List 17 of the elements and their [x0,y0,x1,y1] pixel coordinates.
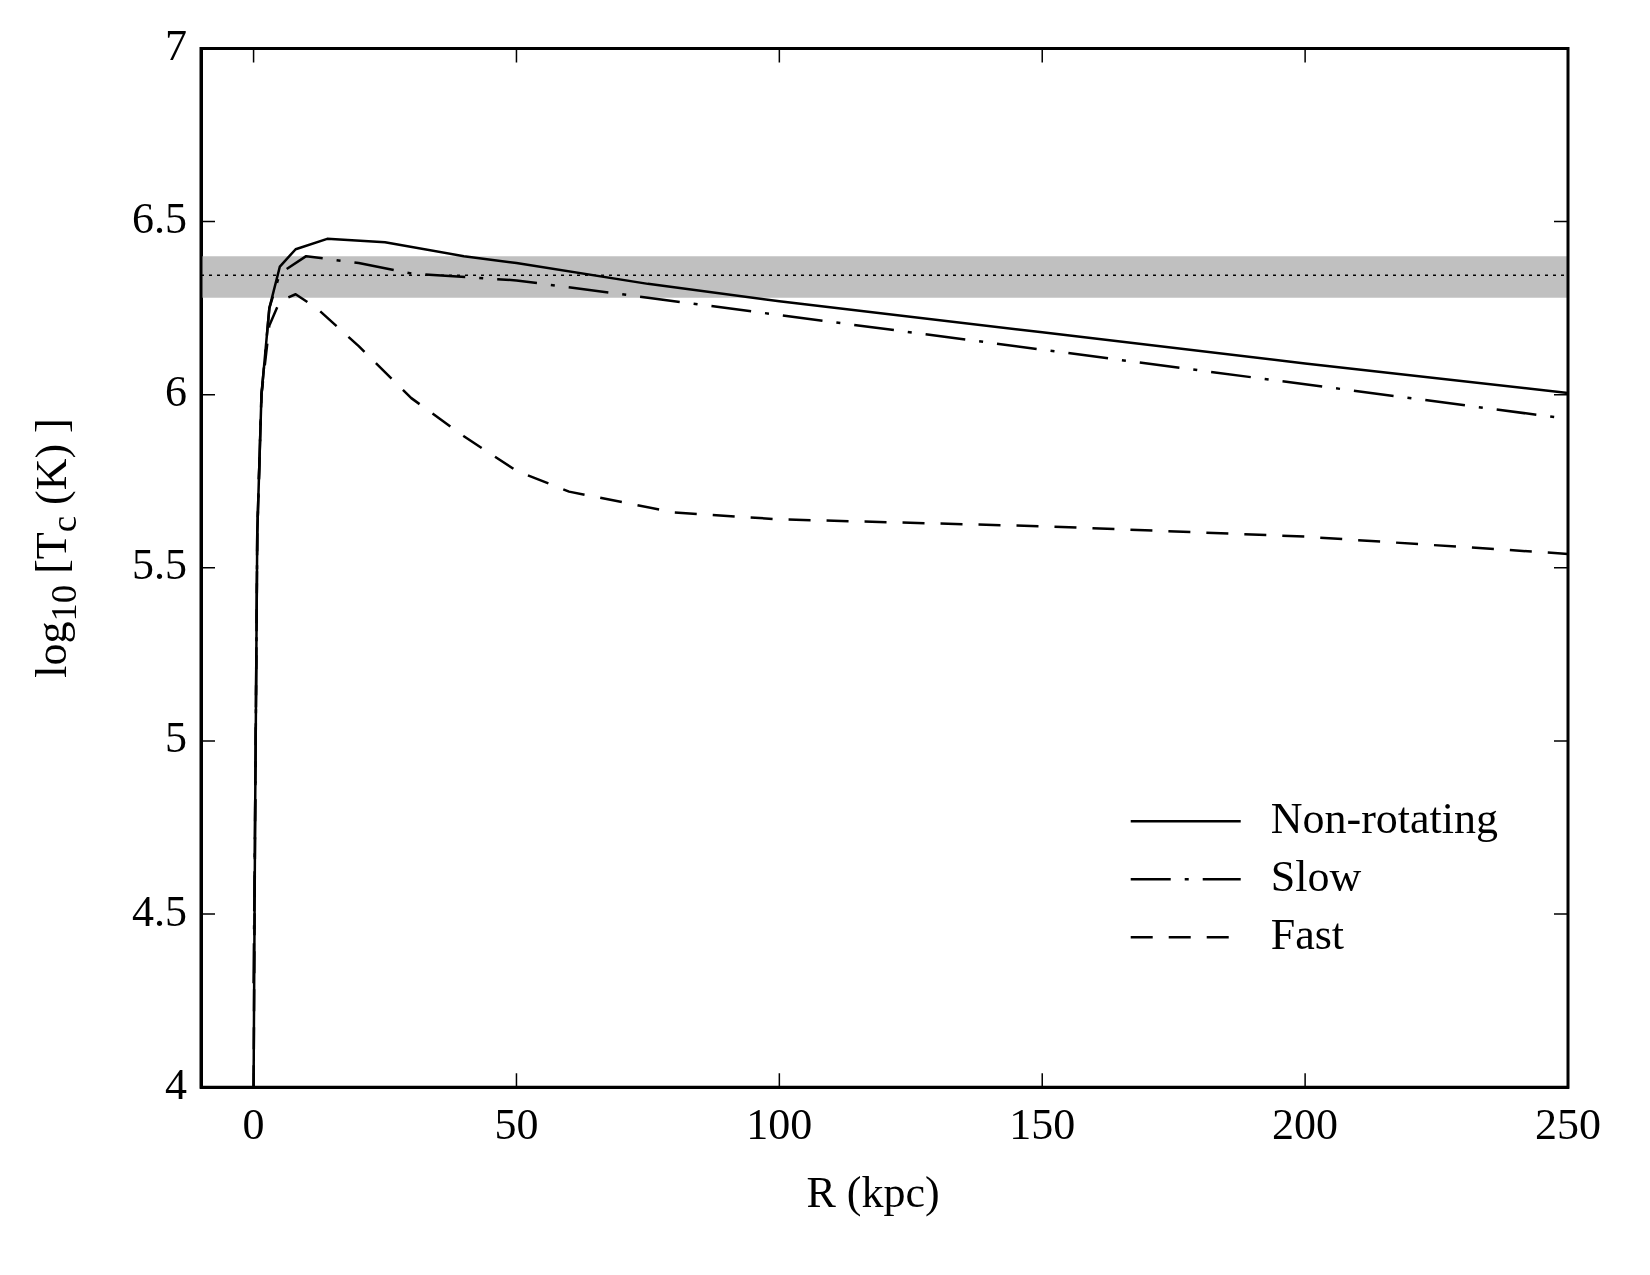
y-tick-label: 4 [165,1059,187,1109]
legend-label: Slow [1270,851,1362,901]
y-tick-label: 6 [165,367,187,417]
x-axis-title: R (kpc) [806,1168,940,1217]
y-tick-label: 5 [165,713,187,763]
x-tick-label: 150 [1009,1100,1076,1150]
legend-label: Non-rotating [1270,793,1499,843]
legend-label: Fast [1270,909,1345,959]
y-tick-label: 6.5 [132,194,187,244]
x-tick-label: 100 [746,1100,813,1150]
x-tick-label: 250 [1535,1100,1601,1150]
y-tick-label: 7 [165,20,187,70]
y-tick-label: 4.5 [132,886,187,936]
x-tick-label: 50 [494,1100,539,1150]
x-tick-label: 200 [1272,1100,1339,1150]
x-tick-label: 0 [242,1100,265,1150]
y-tick-label: 5.5 [132,540,187,590]
